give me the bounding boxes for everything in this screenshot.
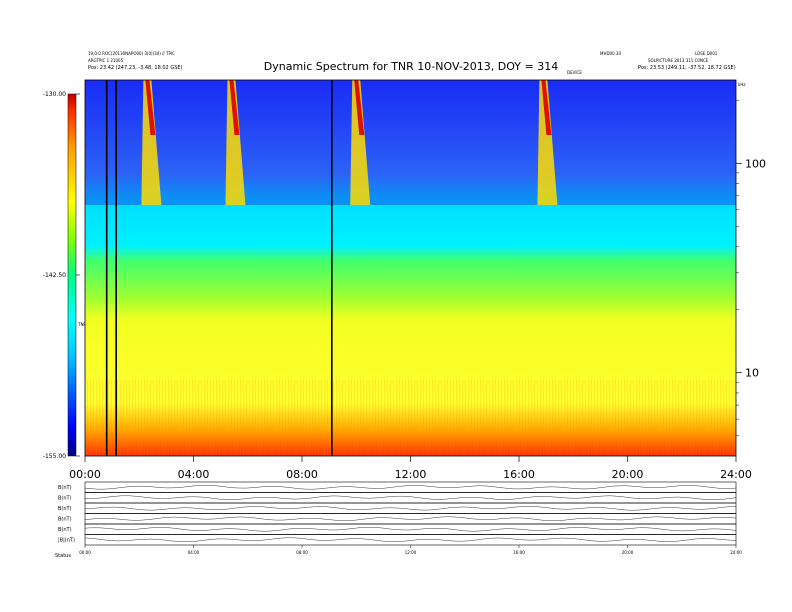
burst-envelope <box>141 80 162 205</box>
x-tick-label: 00:00 <box>69 468 101 481</box>
y-tick-label: 10 <box>745 367 759 380</box>
line-panel <box>84 502 737 514</box>
line-panel <box>84 534 737 546</box>
line-x-tick-label: 24:00 <box>730 550 742 555</box>
line-x-tick-label: 12:00 <box>405 550 417 555</box>
line-panel-label: B(nT) <box>58 527 72 533</box>
colorbar-tick-label: -155.00 <box>43 453 66 460</box>
line-panel-trace <box>84 485 737 490</box>
frequency-axis: 100 10 <box>736 100 766 436</box>
x-tick-label: 04:00 <box>178 468 210 481</box>
x-tick-label: 12:00 <box>395 468 427 481</box>
line-panel-trace <box>84 527 737 532</box>
line-x-tick-label: 16:00 <box>513 550 525 555</box>
line-panel-label: |B|(nT) <box>58 538 75 544</box>
line-panel-trace <box>84 506 737 511</box>
burst-core <box>229 80 240 135</box>
burst-envelope <box>350 80 371 205</box>
header-left-line3: Pos: 23.42 (247.23, -3.48, 18.02 GSE) <box>88 65 183 71</box>
line-x-tick-label: 04:00 <box>188 550 200 555</box>
x-tick-label: 08:00 <box>286 468 318 481</box>
radio-bursts <box>141 80 558 205</box>
burst-core <box>354 80 365 135</box>
x-tick-label: 16:00 <box>503 468 535 481</box>
y-tick-label: 100 <box>745 157 766 170</box>
colorbar-label: TNR <box>77 322 86 327</box>
header-right-line1: MHD00.30 <box>600 51 621 56</box>
spectrogram-streaks <box>85 380 736 456</box>
line-panel-label: B(nT) <box>58 496 72 502</box>
x-tick-label: 24:00 <box>720 468 752 481</box>
line-panel-label: B(nT) <box>58 485 72 491</box>
header-left-line1: 19,0-0 ROC(20130NAPO00) 3(0)(30) // TPIC <box>88 51 175 56</box>
header-right-top: LOSE D001 <box>695 51 718 56</box>
spectrogram <box>85 80 736 456</box>
line-panel-trace <box>84 537 737 542</box>
status-label: Status <box>55 553 71 559</box>
chart-title: Dynamic Spectrum for TNR 10-NOV-2013, DO… <box>264 60 558 73</box>
line-panel-trace <box>84 516 737 521</box>
burst-core <box>145 80 156 135</box>
line-panel <box>84 492 737 504</box>
x-tick-label: 20:00 <box>612 468 644 481</box>
header-right-line2: SOLPICTURE 2013 311 C0NCE <box>648 58 709 63</box>
line-panel-label: B(nT) <box>58 517 72 523</box>
line-x-tick-label: 00:00 <box>79 550 91 555</box>
spectrogram-upper-band <box>85 80 736 205</box>
line-panel-trace <box>84 495 737 500</box>
burst-envelope <box>537 80 558 205</box>
line-panel <box>84 513 737 525</box>
colorbar-tick-label: -130.00 <box>43 91 66 98</box>
colorbar-tick-label: -142.50 <box>43 272 66 279</box>
header-device-label: DEVICE <box>567 70 582 75</box>
colorbar-ticks: -130.00 -142.50 -155.00 <box>43 91 80 460</box>
magnetometer-panels: B(nT) B(nT) B(nT) B(nT) B(nT) |B|(nT) 00:00 04:… <box>58 481 742 555</box>
burst-core <box>541 80 552 135</box>
line-x-tick-label: 08:00 <box>296 550 308 555</box>
line-panel-label: B(nT) <box>58 506 72 512</box>
line-x-tick-label: 20:00 <box>622 550 634 555</box>
colorbar <box>68 94 76 456</box>
axis-unit-label: kHz <box>738 82 745 87</box>
time-axis: 00:00 04:00 08:00 12:00 16:00 20:00 24:00 <box>69 456 752 481</box>
header-right-line3: Pos: 23.53 (249.11, -37.52, 18.72 GSE) <box>638 65 736 71</box>
header-left-line2: ARGTPIC 1 21005 <box>88 58 124 63</box>
burst-envelope <box>225 80 246 205</box>
data-gap-lines <box>105 80 333 456</box>
